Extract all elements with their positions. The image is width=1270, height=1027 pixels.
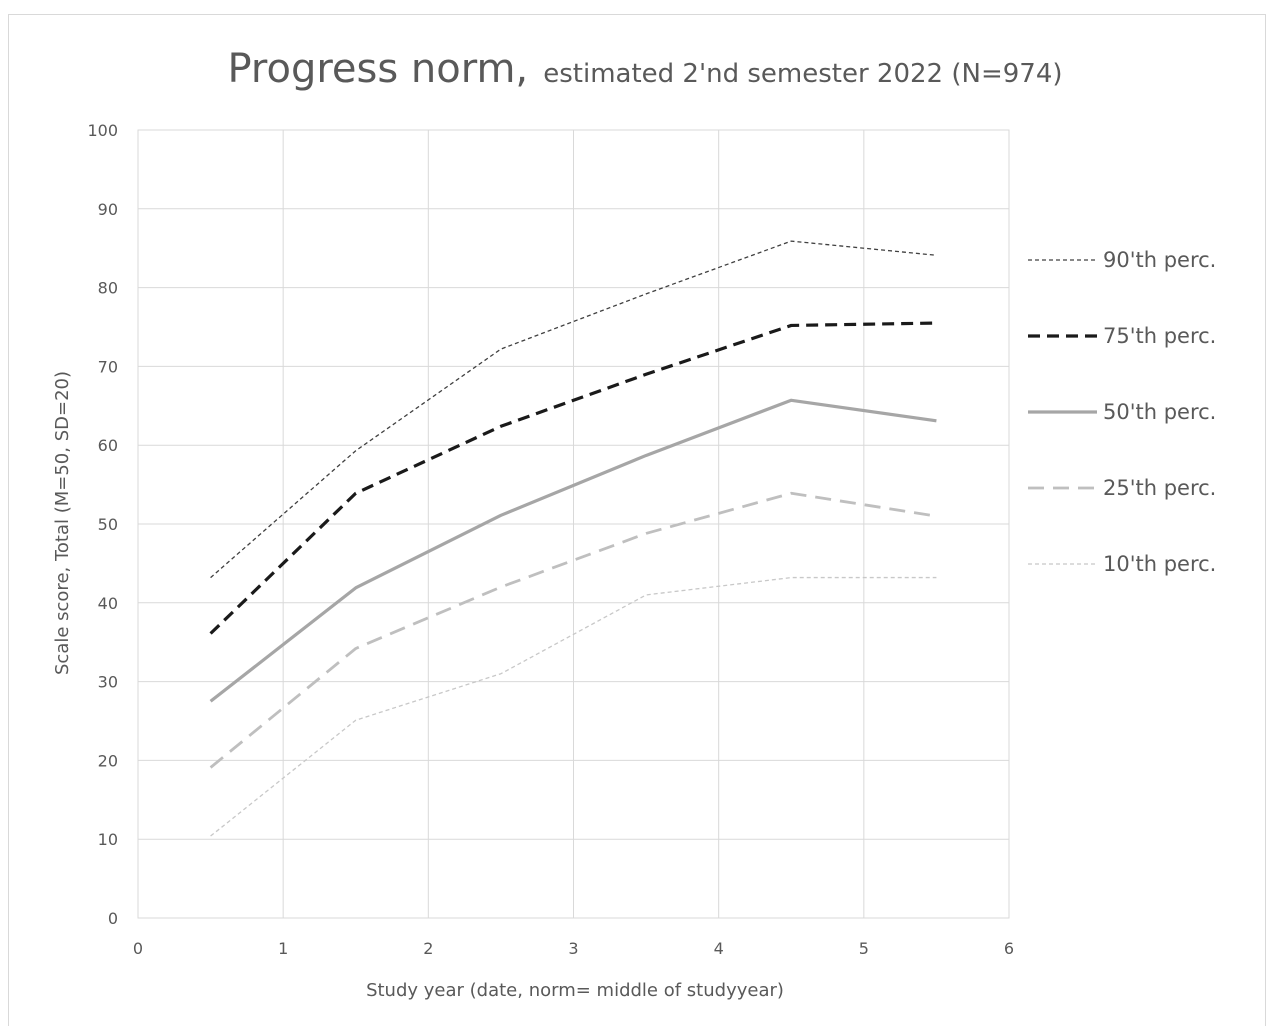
plot-border	[137, 129, 1010, 919]
y-tick-label: 20	[98, 751, 118, 770]
series-lines	[209, 240, 937, 837]
legend-label-75th-percentile: 75'th perc.	[1103, 324, 1216, 348]
plot-area	[137, 129, 1010, 919]
y-tick-label: 60	[98, 436, 118, 455]
x-tick-labels: 0 1 2 3 4 5 6	[133, 939, 1014, 958]
chart-title: Progress norm, estimated 2'nd semester 2…	[227, 46, 1062, 92]
y-tick-label: 90	[98, 200, 118, 219]
chart-subtitle: estimated 2'nd semester 2022 (N=974)	[543, 59, 1062, 89]
y-tick-label: 70	[98, 357, 118, 376]
x-tick-label: 6	[1004, 939, 1014, 958]
chart-title-main: Progress norm,	[227, 46, 528, 92]
y-tick-label: 30	[98, 673, 118, 692]
chart-frame	[8, 14, 1266, 1026]
y-axis-title: Scale score, Total (M=50, SD=20)	[52, 371, 73, 675]
x-tick-label: 0	[133, 939, 143, 958]
x-tick-label: 1	[278, 939, 288, 958]
y-tick-label: 80	[98, 279, 118, 298]
series-line-25th-percentile	[209, 491, 937, 769]
legend-label-10th-percentile: 10'th perc.	[1103, 552, 1216, 576]
series-line-75th-percentile	[209, 321, 937, 635]
legend-label-90th-percentile: 90'th perc.	[1103, 248, 1216, 272]
series-line-50th-percentile	[209, 398, 937, 703]
legend-label-25th-percentile: 25'th perc.	[1103, 476, 1216, 500]
legend: 90'th perc. 75'th perc. 50'th perc. 25'th p…	[1028, 248, 1216, 576]
y-tick-label: 10	[98, 830, 118, 849]
x-tick-label: 2	[423, 939, 433, 958]
x-tick-label: 5	[859, 939, 869, 958]
y-tick-labels: 0 10 20 30 40 50 60 70 80 90 100	[87, 121, 118, 928]
series-line-10th-percentile	[210, 576, 937, 837]
legend-label-50th-percentile: 50'th perc.	[1103, 400, 1216, 424]
x-tick-label: 4	[714, 939, 724, 958]
y-tick-label: 40	[98, 594, 118, 613]
y-tick-label: 0	[108, 909, 118, 928]
x-tick-label: 3	[568, 939, 578, 958]
gridlines	[137, 129, 1010, 919]
y-tick-label: 100	[87, 121, 118, 140]
y-tick-label: 50	[98, 515, 118, 534]
x-axis-title: Study year (date, norm= middle of studyy…	[366, 980, 784, 1001]
